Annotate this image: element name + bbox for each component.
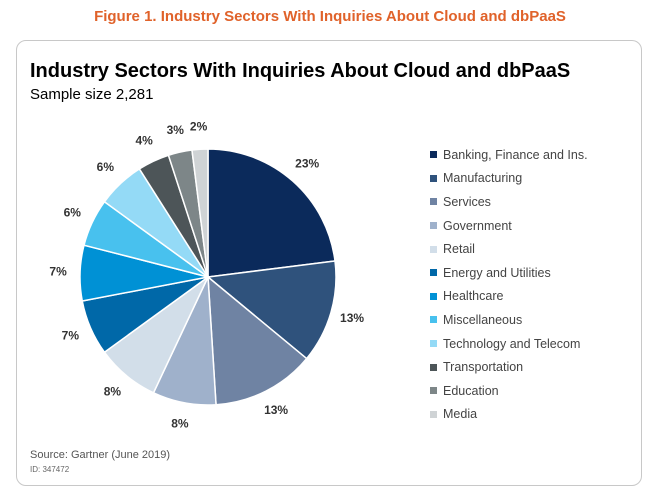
pie-slice [206,260,337,360]
legend-swatch [430,387,437,395]
slice-label: 7% [49,264,67,278]
pie-slice [191,148,209,278]
slice-label: 4% [135,133,153,147]
legend-item: Transportation [430,355,588,379]
legend-item: Education [430,379,588,403]
legend-item: Banking, Finance and Ins. [430,143,588,167]
legend-item: Manufacturing [430,167,588,191]
slice-label: 3% [167,123,185,137]
legend-item: Technology and Telecom [430,332,588,356]
legend-swatch [430,363,437,371]
legend-label: Healthcare [443,289,504,304]
slice-label: 6% [64,205,82,219]
legend-swatch [430,174,437,182]
legend-item: Energy and Utilities [430,261,588,285]
legend-swatch [430,245,437,253]
legend-label: Technology and Telecom [443,336,581,351]
legend-swatch [430,198,437,206]
source-note: Source: Gartner (June 2019) [30,449,171,461]
legend-item: Miscellaneous [430,308,588,332]
figure-id: ID: 347472 [30,465,70,474]
legend-item: Services [430,190,588,214]
legend-label: Media [443,407,478,422]
legend-label: Energy and Utilities [443,265,551,280]
pie-slice [207,148,336,278]
slice-label: 7% [62,329,80,343]
legend-swatch [430,292,437,300]
legend-label: Banking, Finance and Ins. [443,147,588,162]
legend-label: Transportation [443,360,524,375]
figure-caption: Figure 1. Industry Sectors With Inquirie… [94,8,566,25]
slice-label: 2% [190,119,208,133]
legend-item: Media [430,403,588,427]
legend-swatch [430,222,437,230]
pie-slice [207,275,308,406]
legend-swatch [430,316,437,324]
chart-card [16,40,642,486]
slice-label: 8% [171,417,189,431]
legend-swatch [430,410,437,418]
chart-legend: Banking, Finance and Ins. Manufacturing Se… [430,143,588,426]
slice-label: 13% [264,403,288,417]
legend-swatch [430,340,437,348]
legend-item: Government [430,214,588,238]
legend-label: Government [443,218,512,233]
legend-item: Healthcare [430,285,588,309]
slice-label: 6% [97,160,115,174]
chart-subtitle: Sample size 2,281 [30,86,154,103]
legend-label: Education [443,383,499,398]
legend-swatch [430,269,437,277]
slice-label: 23% [295,157,319,171]
legend-label: Manufacturing [443,171,523,186]
chart-title: Industry Sectors With Inquiries About Cl… [30,60,571,82]
legend-label: Services [443,194,491,209]
legend-label: Miscellaneous [443,312,523,327]
slice-label: 13% [340,311,364,325]
slice-label: 8% [104,385,122,399]
legend-item: Retail [430,237,588,261]
legend-label: Retail [443,242,475,257]
legend-swatch [430,151,437,159]
